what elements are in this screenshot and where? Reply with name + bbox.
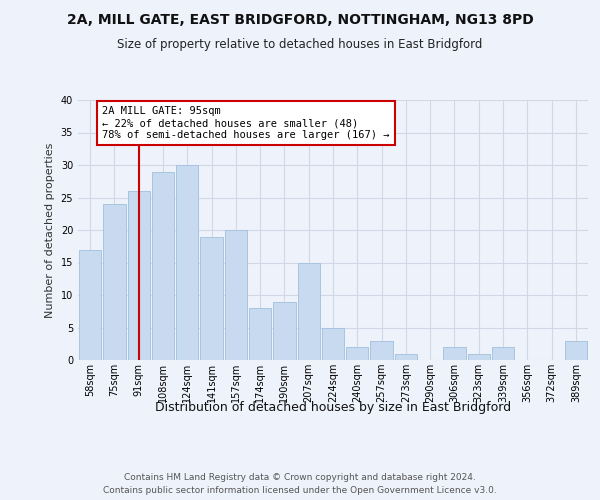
Bar — [443, 347, 466, 360]
Bar — [273, 302, 296, 360]
Y-axis label: Number of detached properties: Number of detached properties — [45, 142, 55, 318]
Bar — [395, 354, 417, 360]
Bar — [346, 347, 368, 360]
Bar — [565, 340, 587, 360]
Bar — [128, 191, 150, 360]
Bar — [322, 328, 344, 360]
Bar — [79, 250, 101, 360]
Text: 2A, MILL GATE, EAST BRIDGFORD, NOTTINGHAM, NG13 8PD: 2A, MILL GATE, EAST BRIDGFORD, NOTTINGHA… — [67, 12, 533, 26]
Text: 2A MILL GATE: 95sqm
← 22% of detached houses are smaller (48)
78% of semi-detach: 2A MILL GATE: 95sqm ← 22% of detached ho… — [102, 106, 390, 140]
Bar — [152, 172, 174, 360]
Bar — [492, 347, 514, 360]
Bar — [370, 340, 393, 360]
Bar — [298, 262, 320, 360]
Bar — [249, 308, 271, 360]
Text: Contains HM Land Registry data © Crown copyright and database right 2024.
Contai: Contains HM Land Registry data © Crown c… — [103, 473, 497, 495]
Bar — [103, 204, 125, 360]
Text: Size of property relative to detached houses in East Bridgford: Size of property relative to detached ho… — [118, 38, 482, 51]
Bar — [467, 354, 490, 360]
Bar — [200, 236, 223, 360]
Text: Distribution of detached houses by size in East Bridgford: Distribution of detached houses by size … — [155, 401, 511, 414]
Bar — [176, 165, 199, 360]
Bar — [224, 230, 247, 360]
